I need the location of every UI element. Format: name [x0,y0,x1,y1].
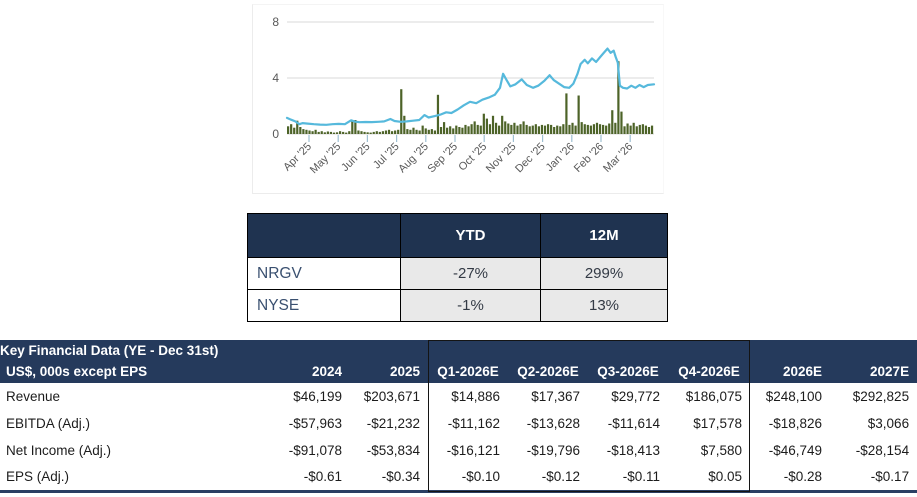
gridlines [287,21,654,135]
fin-row-net-income-adj: Net Income (Adj.) -$91,078 -$53,834 -$16,12… [0,437,917,464]
fin-row-ebitda-adj: EBITDA (Adj.) -$57,963 -$21,232 -$11,162 -$1… [0,410,917,437]
perf-col-12m: 12M [540,213,668,258]
fin-value: -$0.11 [588,464,668,491]
perf-col-ytd: YTD [400,213,541,258]
fin-value: $17,367 [508,383,588,410]
fin-row-label: EPS (Adj.) [0,464,185,491]
perf-value: 13% [540,289,668,322]
fin-value: $0.05 [668,464,750,491]
financial-table: Key Financial Data (YE - Dec 31st) US$, … [0,340,917,493]
svg-text:Jan '26: Jan '26 [544,141,577,174]
fin-value: -$18,413 [588,437,668,464]
fin-col-2027e: 2027E [830,360,917,383]
fin-value: -$28,154 [830,437,917,464]
price-volume-chart: 0 4 8 Apr '25 May '25 Jun '25 Jul '25 Aug '25 Se… [252,4,664,194]
fin-value: $17,578 [668,410,750,437]
svg-text:Dec '25: Dec '25 [513,141,548,176]
svg-text:4: 4 [272,71,279,85]
fin-value: -$57,963 [185,410,350,437]
price-line [285,47,656,126]
fin-value: -$18,826 [750,410,830,437]
fin-value: $29,772 [588,383,668,410]
financial-columns-row: US$, 000s except EPS 2024 2025 Q1-2026E Q2-… [0,360,917,383]
fin-value: $14,886 [428,383,508,410]
svg-text:8: 8 [272,15,279,29]
fin-value: $7,580 [668,437,750,464]
financial-title-row: Key Financial Data (YE - Dec 31st) [0,340,917,360]
fin-value: -$21,232 [350,410,428,437]
y-axis-labels: 0 4 8 [272,15,279,141]
fin-value: $203,671 [350,383,428,410]
performance-table: YTD 12M NRGV -27% 299% NYSE -1% 13% [247,213,668,322]
fin-col-q3-2026e: Q3-2026E [588,360,668,383]
fin-value: $3,066 [830,410,917,437]
financial-table-title: Key Financial Data (YE - Dec 31st) [0,340,917,360]
performance-header-row: YTD 12M [247,213,668,258]
fin-value: -$0.17 [830,464,917,491]
fin-value: -$0.28 [750,464,830,491]
fin-value: -$11,162 [428,410,508,437]
fin-value: -$11,614 [588,410,668,437]
svg-text:Aug '25: Aug '25 [396,141,431,176]
fin-value: -$0.61 [185,464,350,491]
fin-col-2025: 2025 [350,360,428,383]
fin-col-q1-2026e: Q1-2026E [428,360,508,383]
fin-value: -$53,834 [350,437,428,464]
perf-value: 299% [540,257,668,290]
fin-col-q2-2026e: Q2-2026E [508,360,588,383]
svg-text:Nov '25: Nov '25 [484,141,519,176]
fin-row-label: Revenue [0,383,185,410]
svg-text:May '25: May '25 [308,141,343,176]
financial-table-subtitle: US$, 000s except EPS [0,360,185,383]
ticker-label: NYSE [247,289,401,322]
svg-text:Feb '26: Feb '26 [572,141,606,175]
fin-value: -$46,749 [750,437,830,464]
fin-row-revenue: Revenue $46,199 $203,671 $14,886 $17,367 $29,… [0,383,917,410]
ticker-label: NRGV [247,257,401,290]
fin-value: $248,100 [750,383,830,410]
fin-col-2024: 2024 [185,360,350,383]
fin-value: -$0.12 [508,464,588,491]
fin-value: -$0.10 [428,464,508,491]
fin-value: $292,825 [830,383,917,410]
x-axis-ticks [308,135,631,142]
fin-row-label: Net Income (Adj.) [0,437,185,464]
financial-data-section: Key Financial Data (YE - Dec 31st) US$, … [0,340,917,493]
fin-value: -$91,078 [185,437,350,464]
fin-col-2026e: 2026E [750,360,830,383]
svg-text:Jun '25: Jun '25 [339,141,372,174]
fin-row-eps-adj: EPS (Adj.) -$0.61 -$0.34 -$0.10 -$0.12 -$0.11… [0,464,917,491]
fin-value: $46,199 [185,383,350,410]
svg-text:Mar '26: Mar '26 [601,141,635,175]
perf-value: -27% [400,257,541,290]
fin-value: -$13,628 [508,410,588,437]
perf-value: -1% [400,289,541,322]
svg-text:0: 0 [272,127,279,141]
perf-corner-cell [247,213,401,258]
fin-row-label: EBITDA (Adj.) [0,410,185,437]
fin-value: $186,075 [668,383,750,410]
fin-value: -$0.34 [350,464,428,491]
fin-value: -$19,796 [508,437,588,464]
perf-row-nyse: NYSE -1% 13% [247,289,668,322]
fin-col-q4-2026e: Q4-2026E [668,360,750,383]
fin-value: -$16,121 [428,437,508,464]
svg-text:Sep '25: Sep '25 [425,141,460,176]
perf-row-nrgv: NRGV -27% 299% [247,257,668,290]
volume-bars [287,61,654,135]
